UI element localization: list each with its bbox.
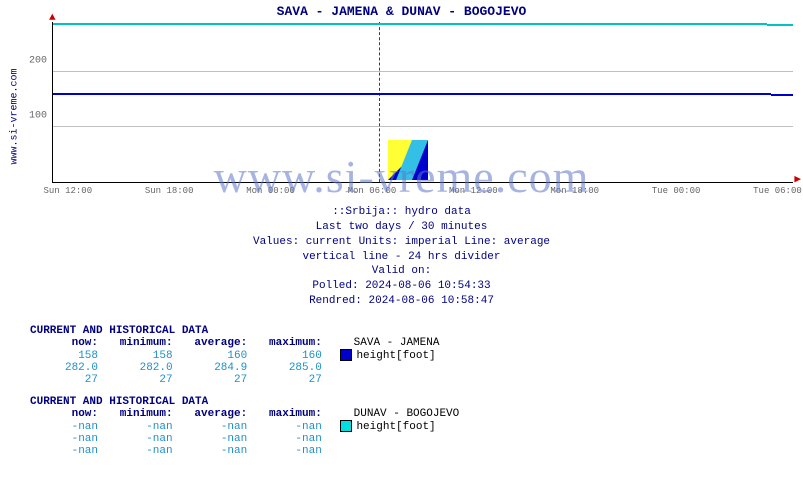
x-tick-label: Sun 12:00 — [43, 186, 92, 196]
table-title: CURRENT AND HISTORICAL DATA — [30, 325, 459, 337]
unit-label: height[foot] — [340, 420, 435, 433]
table-row: 158 158 160 160 height[foot] — [30, 349, 459, 362]
meta-line: Values: current Units: imperial Line: av… — [8, 235, 795, 250]
series-line-sava — [771, 94, 793, 96]
x-tick-label: Mon 06:00 — [348, 186, 397, 196]
table-title: CURRENT AND HISTORICAL DATA — [30, 396, 459, 408]
gridline — [53, 71, 793, 72]
meta-line: Valid on: — [8, 264, 795, 279]
y-tick-label: 200 — [29, 55, 47, 66]
series-line-dunav — [53, 23, 767, 25]
divider-24h — [379, 22, 381, 182]
meta-line: vertical line - 24 hrs divider — [8, 250, 795, 265]
meta-line: Last two days / 30 minutes — [8, 220, 795, 235]
meta-line: Rendred: 2024-08-06 10:58:47 — [8, 294, 795, 309]
series-line-dunav — [767, 24, 793, 26]
swatch-icon — [340, 349, 352, 361]
meta-line: Polled: 2024-08-06 10:54:33 — [8, 279, 795, 294]
table-row: 27 27 27 27 — [30, 374, 459, 386]
table-row: -nan -nan -nan -nan height[foot] — [30, 420, 459, 433]
x-tick-label: Tue 06:00 — [753, 186, 802, 196]
x-tick-label: Sun 18:00 — [145, 186, 194, 196]
x-axis-arrow-icon: ▶ — [794, 172, 801, 186]
table-row: -nan -nan -nan -nan — [30, 445, 459, 457]
x-tick-label: Mon 18:00 — [550, 186, 599, 196]
table-row: -nan -nan -nan -nan — [30, 433, 459, 445]
logo-icon — [388, 140, 428, 180]
gridline — [53, 126, 793, 127]
series-name: DUNAV - BOGOJEVO — [340, 408, 459, 420]
table-row: 282.0 282.0 284.9 285.0 — [30, 362, 459, 374]
chart-container: SAVA - JAMENA & DUNAV - BOGOJEVO www.si-… — [8, 0, 795, 320]
meta-line: ::Srbija:: hydro data — [8, 205, 795, 220]
swatch-icon — [340, 420, 352, 432]
meta-info: ::Srbija:: hydro data Last two days / 30… — [8, 205, 795, 309]
series-line-sava — [53, 93, 771, 95]
y-axis-source-label: www.si-vreme.com — [6, 45, 18, 185]
y-tick-label: 100 — [29, 110, 47, 121]
chart-title: SAVA - JAMENA & DUNAV - BOGOJEVO — [8, 4, 795, 19]
series-name: SAVA - JAMENA — [340, 337, 439, 349]
data-tables: CURRENT AND HISTORICAL DATA now: minimum… — [30, 325, 459, 457]
x-tick-label: Mon 12:00 — [449, 186, 498, 196]
table-column-headers: now: minimum: average: maximum: DUNAV - … — [30, 408, 459, 420]
table-column-headers: now: minimum: average: maximum: SAVA - J… — [30, 337, 459, 349]
x-tick-label: Tue 00:00 — [652, 186, 701, 196]
x-tick-label: Mon 00:00 — [246, 186, 295, 196]
unit-label: height[foot] — [340, 349, 435, 362]
